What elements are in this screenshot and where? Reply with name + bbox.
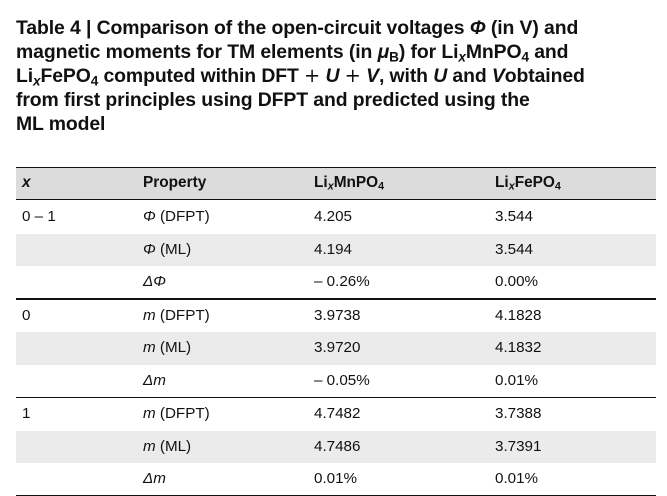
property-symbol: m: [143, 437, 156, 455]
row-limnpo4-value: 3.9720: [314, 339, 361, 357]
header-x: x: [22, 174, 31, 191]
formula-li-mn: LixMnPO4: [441, 41, 529, 65]
table-row: Φ (ML) 4.194 3.544: [16, 233, 656, 267]
caption-line5: ML model: [16, 113, 106, 135]
row-lifepo4-value: 0.00%: [495, 273, 539, 291]
row-property: m (ML): [143, 431, 191, 463]
row-property: Φ (ML): [143, 234, 191, 266]
table-row: 0 – 1 Φ (DFPT) 4.205 3.544: [16, 201, 656, 233]
row-property: Φ (DFPT): [143, 201, 210, 233]
caption-and: and: [534, 41, 569, 63]
row-limnpo4-value: – 0.26%: [314, 273, 370, 291]
row-property: m (ML): [143, 332, 191, 364]
caption-and-2: and: [452, 65, 487, 87]
row-x-value: 1: [22, 405, 31, 423]
row-x-value: 0: [22, 306, 31, 324]
property-method: (ML): [159, 437, 192, 455]
table-caption: Table 4 | Comparison of the open-circuit…: [16, 16, 656, 136]
table-row: ΔΦ – 0.26% 0.00%: [16, 266, 656, 298]
caption-divider: |: [85, 17, 92, 39]
table-row: 1 m (DFPT) 4.7482 3.7388: [16, 398, 656, 430]
table-row: Δm 0.01% 0.01%: [16, 463, 656, 496]
plus-sign: +: [304, 64, 321, 87]
row-lifepo4-value: 3.7391: [495, 437, 542, 455]
property-method: (ML): [159, 240, 192, 258]
table-body: 0 – 1 Φ (DFPT) 4.205 3.544 Φ (ML) 4.194 3.544 Δ…: [16, 201, 656, 496]
row-lifepo4-value: 4.1832: [495, 339, 542, 357]
row-limnpo4-value: 0.01%: [314, 470, 358, 488]
caption-line1: Comparison of the open-circuit voltages: [96, 17, 465, 39]
row-x-value: 0 – 1: [22, 208, 56, 226]
row-limnpo4-value: 4.194: [314, 240, 353, 258]
row-property: m (DFPT): [143, 398, 210, 430]
u-symbol-2: U: [433, 65, 448, 87]
row-property: Δm: [143, 463, 166, 495]
group-divider: [16, 396, 656, 399]
group-divider: [16, 298, 656, 300]
mu-symbol: μ: [377, 41, 390, 63]
row-property: m (DFPT): [143, 300, 210, 332]
row-property: ΔΦ: [143, 266, 166, 298]
property-symbol: Φ: [143, 208, 156, 226]
row-property: Δm: [143, 365, 166, 397]
row-limnpo4-value: 4.7486: [314, 437, 361, 455]
v-symbol-2: V: [491, 65, 505, 87]
row-lifepo4-value: 3.7388: [495, 405, 542, 423]
caption-line2: magnetic moments for TM elements (in: [16, 41, 373, 63]
property-symbol: Φ: [143, 240, 156, 258]
u-symbol: U: [325, 65, 340, 87]
data-table: x Property LixMnPO4 LixFePO4 0 – 1 Φ (DFP…: [16, 167, 656, 496]
property-symbol: m: [143, 339, 156, 357]
table-header: x Property LixMnPO4 LixFePO4: [16, 167, 656, 200]
property-method: (DFPT): [159, 405, 210, 423]
property-symbol: Δm: [143, 470, 166, 488]
plus-sign-2: +: [344, 64, 361, 87]
formula-li-fe: LixFePO4: [16, 65, 99, 89]
header-limnpo4: LixMnPO4: [314, 174, 385, 193]
table-row: Δm – 0.05% 0.01%: [16, 365, 656, 397]
row-lifepo4-value: 0.01%: [495, 470, 539, 488]
caption-computed: computed within DFT: [103, 65, 299, 87]
row-lifepo4-value: 0.01%: [495, 371, 539, 389]
row-limnpo4-value: – 0.05%: [314, 371, 370, 389]
row-limnpo4-value: 4.205: [314, 208, 353, 226]
row-limnpo4-value: 4.7482: [314, 405, 361, 423]
row-lifepo4-value: 3.544: [495, 240, 534, 258]
caption-in-v: (in V) and: [490, 17, 579, 39]
property-method: (DFPT): [159, 306, 210, 324]
property-method: (DFPT): [159, 208, 210, 226]
header-rule: [16, 199, 656, 201]
caption-obtained: obtained: [504, 65, 585, 87]
caption-for: ) for: [398, 41, 437, 63]
v-symbol: V: [366, 65, 379, 87]
table-row: m (ML) 4.7486 3.7391: [16, 430, 656, 464]
table-row: m (ML) 3.9720 4.1832: [16, 332, 656, 365]
caption-with: , with: [378, 65, 428, 87]
header-lifepo4: LixFePO4: [495, 174, 561, 193]
property-symbol: m: [143, 405, 156, 423]
header-property: Property: [143, 174, 207, 191]
table-label: Table 4: [16, 17, 81, 39]
row-lifepo4-value: 4.1828: [495, 306, 542, 324]
phi-symbol: Φ: [469, 17, 486, 39]
row-lifepo4-value: 3.544: [495, 208, 534, 226]
property-method: (ML): [159, 339, 192, 357]
property-symbol: ΔΦ: [143, 273, 166, 291]
property-symbol: Δm: [143, 371, 166, 389]
caption-line4: from first principles using DFPT and pre…: [16, 89, 530, 111]
table-row: 0 m (DFPT) 3.9738 4.1828: [16, 300, 656, 332]
mu-subscript: B: [389, 49, 399, 65]
property-symbol: m: [143, 306, 156, 324]
row-limnpo4-value: 3.9738: [314, 306, 361, 324]
